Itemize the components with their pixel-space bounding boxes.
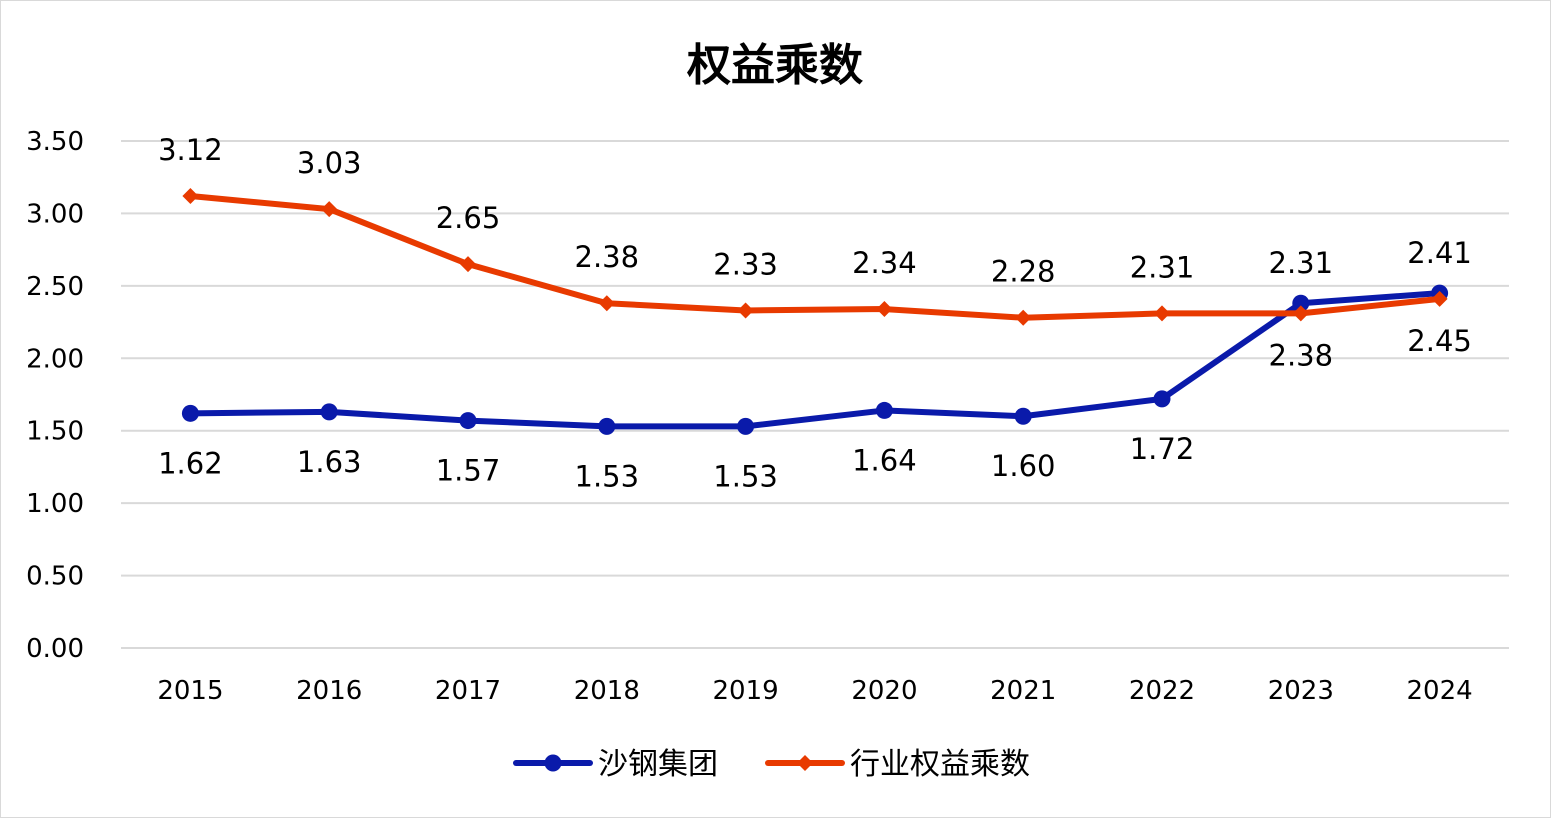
shagang-point [737, 417, 755, 435]
y-tick-label: 0.50 [26, 562, 84, 592]
x-tick-label: 2016 [296, 676, 362, 706]
shagang-point [459, 412, 477, 430]
shagang-point [875, 401, 893, 419]
industry-data-label: 3.03 [297, 146, 362, 180]
shagang-point [320, 403, 338, 421]
x-tick-label: 2018 [574, 676, 640, 706]
industry-point [737, 302, 754, 319]
industry-data-label: 2.28 [991, 255, 1056, 289]
industry-point [876, 301, 893, 318]
industry-data-label: 3.12 [158, 133, 223, 167]
shagang-point [1292, 294, 1310, 312]
industry-point [182, 188, 199, 205]
data-labels: 1.62 1.63 1.57 1.53 1.53 1.64 1.60 1.72 2.38 2.45… [158, 133, 1472, 493]
shagang-data-label: 1.62 [158, 446, 223, 480]
industry-data-label: 2.65 [436, 201, 501, 235]
y-tick-label: 2.50 [26, 272, 84, 302]
shagang-data-label: 2.38 [1269, 338, 1334, 372]
industry-series-line [187, 193, 1443, 321]
industry-point [598, 295, 615, 312]
industry-point [321, 201, 338, 218]
y-tick-label: 3.00 [26, 199, 84, 229]
industry-point [460, 256, 476, 273]
y-axis-ticks: 0.00 0.50 1.00 1.50 2.00 2.50 3.00 3.50 [26, 127, 84, 664]
x-tick-label: 2022 [1129, 676, 1195, 706]
y-tick-label: 1.50 [26, 417, 84, 447]
shagang-data-label: 1.63 [297, 445, 362, 479]
legend: 沙钢集团 行业权益乘数 [513, 747, 1030, 782]
y-tick-label: 1.00 [26, 489, 84, 519]
legend-marker [544, 754, 562, 772]
shagang-data-label: 1.60 [991, 449, 1056, 483]
industry-data-label: 2.38 [575, 240, 640, 274]
x-tick-label: 2023 [1268, 676, 1334, 706]
shagang-point [598, 417, 616, 435]
shagang-data-label: 1.64 [852, 443, 917, 477]
shagang-data-label: 1.53 [713, 459, 778, 493]
industry-data-label: 2.31 [1269, 246, 1334, 280]
industry-data-label: 2.34 [852, 246, 917, 280]
shagang-point [181, 404, 199, 422]
chart-title: 权益乘数 [686, 40, 863, 91]
x-tick-label: 2017 [435, 676, 501, 706]
legend-label: 行业权益乘数 [850, 747, 1030, 782]
x-tick-label: 2024 [1407, 676, 1473, 706]
shagang-point [1153, 390, 1171, 408]
x-tick-label: 2021 [990, 676, 1056, 706]
shagang-series-line [187, 290, 1443, 430]
x-tick-label: 2020 [851, 676, 917, 706]
x-tick-label: 2019 [713, 676, 779, 706]
shagang-point [1014, 407, 1032, 425]
gridlines [121, 140, 1509, 649]
industry-data-label: 2.41 [1407, 236, 1472, 270]
industry-data-label: 2.33 [713, 247, 778, 281]
legend-industry: 行业权益乘数 [765, 747, 1030, 782]
legend-marker [797, 755, 813, 771]
industry-data-label: 2.31 [1130, 250, 1195, 284]
x-tick-label: 2015 [157, 676, 223, 706]
industry-point [1015, 309, 1032, 326]
shagang-data-label: 2.45 [1407, 324, 1472, 358]
y-tick-label: 2.00 [26, 344, 84, 374]
shagang-data-label: 1.72 [1130, 432, 1195, 466]
shagang-data-label: 1.57 [436, 454, 501, 488]
series-lines [181, 188, 1449, 435]
industry-point [1292, 305, 1309, 322]
x-axis-ticks: 2015 2016 2017 2018 2019 2020 2021 2022 2023 2024 [157, 676, 1472, 706]
shagang-data-label: 1.53 [575, 459, 640, 493]
y-tick-label: 3.50 [26, 127, 84, 157]
legend-shagang: 沙钢集团 [513, 747, 718, 782]
legend-label: 沙钢集团 [598, 747, 718, 782]
y-tick-label: 0.00 [26, 634, 84, 664]
industry-point [1154, 305, 1170, 322]
industry-point [1431, 290, 1448, 307]
